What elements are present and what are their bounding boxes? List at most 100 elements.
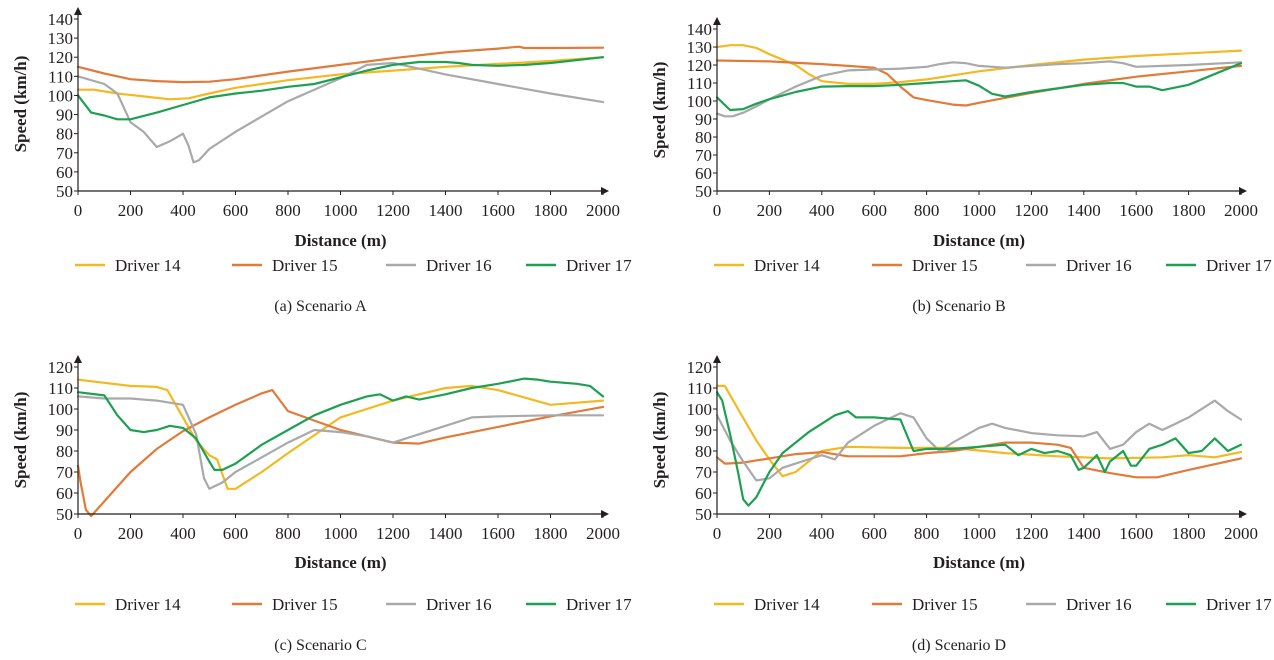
legend-label: Driver 15 — [912, 595, 978, 614]
y-axis-arrow — [74, 355, 82, 363]
x-tick-label: 1600 — [481, 524, 515, 543]
y-axis-arrow — [713, 17, 721, 25]
y-tick-label: 70 — [56, 144, 73, 163]
series-line-driver-17 — [76, 377, 605, 471]
x-tick-label: 2000 — [586, 524, 620, 543]
legend-label: Driver 17 — [1206, 595, 1272, 614]
x-tick-label: 1600 — [1119, 524, 1153, 543]
y-axis-label: Speed (km/h) — [11, 392, 30, 489]
panel-caption: (a) Scenario A — [274, 298, 367, 315]
legend-label: Driver 16 — [1066, 595, 1132, 614]
y-tick-label: 120 — [687, 56, 713, 75]
x-tick-label: 400 — [170, 201, 196, 220]
series-line-driver-16 — [76, 61, 605, 164]
x-tick-label: 2000 — [586, 201, 620, 220]
x-tick-label: 200 — [118, 201, 144, 220]
x-axis-label: Distance (m) — [933, 553, 1025, 572]
y-tick-label: 90 — [56, 421, 73, 440]
chart-panel-c: 0 200 400 600 800 1000 1200 1400 1600 1800 2000 50 6… — [11, 355, 632, 654]
x-tick-label: 1000 — [324, 201, 358, 220]
legend-label: Driver 14 — [115, 595, 181, 614]
legend-label: Driver 16 — [426, 595, 492, 614]
x-axis-arrow — [601, 510, 609, 518]
x-tick-label: 1400 — [1067, 201, 1101, 220]
y-tick-label: 110 — [687, 379, 712, 398]
y-tick-label: 80 — [695, 128, 712, 147]
y-tick-label: 80 — [56, 442, 73, 461]
y-axis-arrow — [74, 7, 82, 15]
x-tick-label: 600 — [861, 201, 887, 220]
x-tick-label: 1200 — [1014, 524, 1048, 543]
legend-label: Driver 17 — [1206, 256, 1272, 275]
y-tick-label: 100 — [687, 92, 713, 111]
panel-caption: (c) Scenario C — [274, 637, 366, 654]
y-tick-label: 100 — [687, 400, 713, 419]
legend-label: Driver 14 — [115, 256, 181, 275]
x-tick-label: 600 — [861, 524, 887, 543]
series-line-driver-17 — [715, 62, 1243, 112]
chart-panel-a: 0 200 400 600 800 1000 1200 1400 1600 1800 2000 506… — [11, 7, 632, 315]
legend-label: Driver 16 — [1066, 256, 1132, 275]
y-tick-label: 70 — [56, 463, 73, 482]
x-tick-label: 400 — [170, 524, 196, 543]
y-tick-label: 140 — [687, 20, 713, 39]
x-tick-label: 800 — [914, 524, 940, 543]
y-tick-label: 60 — [695, 484, 712, 503]
x-tick-label: 1200 — [1014, 201, 1048, 220]
y-tick-label: 90 — [56, 106, 73, 125]
panel-caption: (d) Scenario D — [912, 637, 1006, 654]
x-tick-label: 800 — [275, 201, 301, 220]
x-axis-arrow — [1239, 510, 1247, 518]
legend-label: Driver 14 — [754, 256, 820, 275]
x-tick-label: 200 — [757, 524, 783, 543]
x-tick-label: 600 — [223, 201, 249, 220]
legend-label: Driver 15 — [272, 256, 338, 275]
series-line-driver-17 — [715, 391, 1243, 507]
y-tick-label: 70 — [695, 463, 712, 482]
y-tick-label: 100 — [48, 86, 74, 105]
y-tick-label: 50 — [56, 182, 73, 201]
chart-panel-d: 0 200 400 600 800 1000 1200 1400 1600 1800 2000 50 6… — [650, 355, 1272, 654]
x-axis-label: Distance (m) — [294, 231, 386, 250]
legend: Driver 14 Driver 15 Driver 16 Driver 17 — [75, 595, 632, 614]
x-tick-label: 400 — [809, 201, 835, 220]
x-tick-label: 2000 — [1224, 524, 1258, 543]
series-line-driver-15 — [76, 389, 605, 518]
series-line-driver-17 — [76, 56, 605, 121]
y-tick-label: 120 — [48, 358, 74, 377]
x-tick-label: 800 — [275, 524, 301, 543]
x-tick-label: 1400 — [1067, 524, 1101, 543]
x-tick-label: 1200 — [376, 524, 410, 543]
y-tick-label: 110 — [687, 74, 712, 93]
x-tick-label: 1800 — [534, 524, 568, 543]
x-tick-label: 600 — [223, 524, 249, 543]
legend-label: Driver 15 — [912, 256, 978, 275]
x-tick-label: 200 — [757, 201, 783, 220]
x-tick-label: 1800 — [1172, 524, 1206, 543]
y-tick-label: 120 — [687, 358, 713, 377]
legend-label: Driver 17 — [566, 595, 632, 614]
x-tick-label: 0 — [74, 524, 83, 543]
x-tick-label: 800 — [914, 201, 940, 220]
legend: Driver 14 Driver 15 Driver 16 Driver 17 — [714, 256, 1272, 275]
y-tick-label: 100 — [48, 400, 74, 419]
y-tick-label: 130 — [687, 38, 713, 57]
x-tick-label: 0 — [74, 201, 83, 220]
y-tick-label: 70 — [695, 146, 712, 165]
y-tick-label: 80 — [56, 125, 73, 144]
x-tick-label: 1200 — [376, 201, 410, 220]
y-axis-label: Speed (km/h) — [11, 56, 30, 153]
x-tick-label: 1000 — [962, 201, 996, 220]
legend-label: Driver 16 — [426, 256, 492, 275]
y-tick-label: 50 — [695, 505, 712, 524]
series-line-driver-14 — [715, 44, 1243, 85]
x-axis-label: Distance (m) — [933, 231, 1025, 250]
x-tick-label: 1000 — [962, 524, 996, 543]
y-tick-label: 60 — [695, 164, 712, 183]
legend-label: Driver 15 — [272, 595, 338, 614]
y-axis-label: Speed (km/h) — [650, 62, 669, 159]
x-tick-label: 1800 — [534, 201, 568, 220]
chart-panel-b: 0 200 400 600 800 1000 1200 1400 1600 1800 2000 506… — [650, 17, 1272, 315]
y-tick-label: 90 — [695, 110, 712, 129]
x-tick-label: 0 — [713, 201, 722, 220]
